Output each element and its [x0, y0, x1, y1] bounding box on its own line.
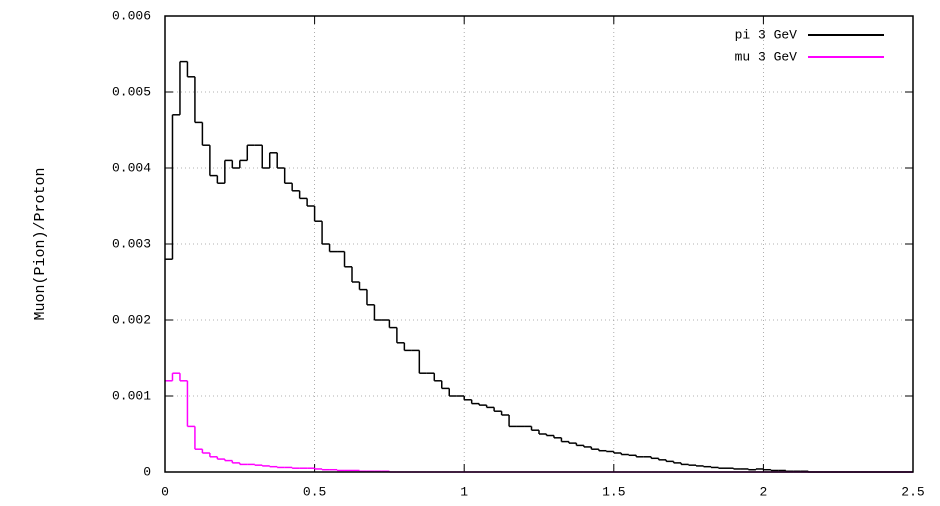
y-tick-label: 0.005 [112, 84, 151, 99]
legend-label: mu 3 GeV [735, 49, 798, 64]
x-tick-label: 2.5 [901, 484, 924, 499]
y-tick-label: 0.002 [112, 312, 151, 327]
x-tick-label: 0 [161, 484, 169, 499]
x-tick-label: 2 [759, 484, 767, 499]
x-tick-label: 0.5 [303, 484, 326, 499]
y-tick-label: 0 [143, 464, 151, 479]
y-axis-label: Muon(Pion)/Proton [32, 167, 49, 320]
y-tick-label: 0.006 [112, 8, 151, 23]
plot-frame [164, 15, 914, 473]
y-tick-label: 0.004 [112, 160, 151, 175]
legend-label: pi 3 GeV [735, 27, 798, 42]
y-tick-label: 0.001 [112, 388, 151, 403]
x-tick-label: 1.5 [602, 484, 625, 499]
x-tick-label: 1 [460, 484, 468, 499]
y-tick-label: 0.003 [112, 236, 151, 251]
